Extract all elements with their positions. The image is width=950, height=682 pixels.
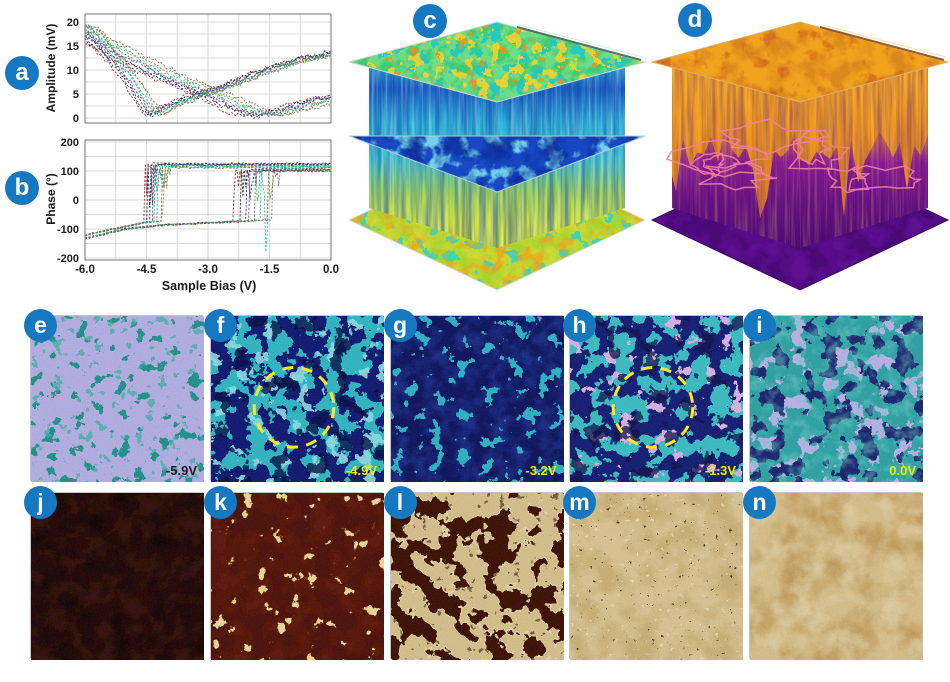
phase-axis-label: Phase (°) (44, 173, 58, 225)
panel-badge-i: i (743, 309, 776, 342)
panel-j-texture (31, 493, 204, 660)
panel-c-3d-slice-stack (345, 0, 647, 298)
sample-bias-axis-label: Sample Bias (V) (161, 279, 257, 293)
panel-badge-g: g (383, 309, 417, 342)
panel-c-svg (347, 21, 647, 291)
panel-k-scan-image: k (204, 486, 384, 660)
phase-ytick: 100 (61, 166, 79, 178)
panel-badge-h-letter: h (572, 312, 587, 338)
panel-badge-e-letter: e (34, 312, 47, 338)
bias-xtick: -1.5 (260, 264, 280, 276)
panel-g-texture (390, 316, 564, 482)
amplitude-ytick: 5 (73, 89, 79, 101)
pfm-loops-plots: 0 5 10 15 20 -200 -100 0 100 200 -6.0 -4.5 -3.0 -1.5 0… (0, 0, 345, 300)
panel-d-3d-volume (648, 0, 950, 298)
panel-e-scan-image: -5.9V e (24, 309, 204, 482)
amplitude-ytick: 15 (67, 41, 79, 53)
panel-badge-a: a (5, 56, 39, 90)
panel-h-scan-image: -1.3V h (563, 309, 743, 482)
panel-h-texture (570, 316, 743, 482)
panel-badge-e: e (24, 309, 57, 342)
amplitude-ytick: 0 (73, 113, 79, 125)
panel-badge-b-letter: b (14, 174, 30, 201)
panel-i-scan-image: 0.0V i (743, 309, 923, 482)
panel-badge-b: b (5, 171, 39, 205)
loops-plot-svg: 0 5 10 15 20 -200 -100 0 100 200 -6.0 -4.5 -3.0 -1.5 0… (57, 13, 339, 276)
panel-k-texture (211, 493, 384, 660)
phase-ytick: 0 (73, 195, 79, 207)
panel-n-scan-image: n (743, 486, 923, 660)
panel-m-texture (570, 493, 743, 660)
switching-front-contours (665, 118, 924, 194)
panel-badge-h: h (563, 309, 596, 342)
bias-voltage-label: -1.3V (704, 463, 736, 478)
phase-ytick: -100 (57, 224, 79, 236)
panel-badge-n: n (743, 486, 776, 519)
amplitude-axis-label: Amplitude (mV) (44, 23, 58, 113)
phase-ytick: -200 (57, 253, 79, 265)
panel-badge-l-letter: l (396, 489, 404, 515)
panel-badge-c-letter: c (423, 7, 437, 34)
bias-xtick: -4.5 (137, 264, 157, 276)
panel-d-svg (650, 21, 950, 291)
panel-badge-m-letter: m (569, 489, 590, 515)
panel-badge-g-letter: g (392, 312, 408, 338)
bias-xtick: -6.0 (75, 264, 95, 276)
bias-voltage-label: -4.9V (345, 463, 377, 478)
bias-voltage-label: -5.9V (165, 463, 197, 478)
panel-badge-k-letter: k (214, 489, 227, 515)
panel-badge-f: f (204, 309, 237, 342)
panel-e-texture (31, 316, 204, 482)
panel-badge-l: l (383, 486, 417, 519)
amplitude-ytick: 20 (67, 17, 79, 29)
panel-m-scan-image: m (563, 486, 743, 660)
panel-g-scan-image: -3.2V g (383, 309, 564, 482)
panel-badge-a-letter: a (15, 59, 29, 86)
amplitude-ytick: 10 (67, 65, 79, 77)
panel-badge-d: d (678, 3, 712, 37)
bias-voltage-label: -3.2V (525, 463, 557, 478)
panel-badge-i-letter: i (756, 312, 763, 338)
panel-badge-k: k (204, 486, 237, 519)
panel-badge-f-letter: f (216, 312, 225, 338)
panel-f-texture (211, 316, 384, 482)
bias-voltage-label: 0.0V (889, 463, 916, 478)
panel-l-texture (390, 493, 564, 660)
panel-badge-j: j (24, 486, 57, 519)
panel-i-texture (750, 316, 923, 482)
bias-xtick: -3.0 (198, 264, 218, 276)
panel-badge-c: c (413, 4, 447, 38)
panel-f-scan-image: -4.9V f (204, 309, 384, 482)
panel-badge-n-letter: n (752, 489, 767, 515)
bias-xtick: 0.0 (323, 264, 339, 276)
panel-l-scan-image: l (383, 486, 564, 660)
panel-badge-m: m (563, 486, 596, 519)
panel-badge-d-letter: d (687, 6, 703, 33)
phase-ytick: 200 (61, 137, 79, 149)
panel-n-texture (750, 493, 923, 660)
panel-badge-j-letter: j (37, 489, 44, 515)
panel-j-scan-image: j (24, 486, 204, 660)
